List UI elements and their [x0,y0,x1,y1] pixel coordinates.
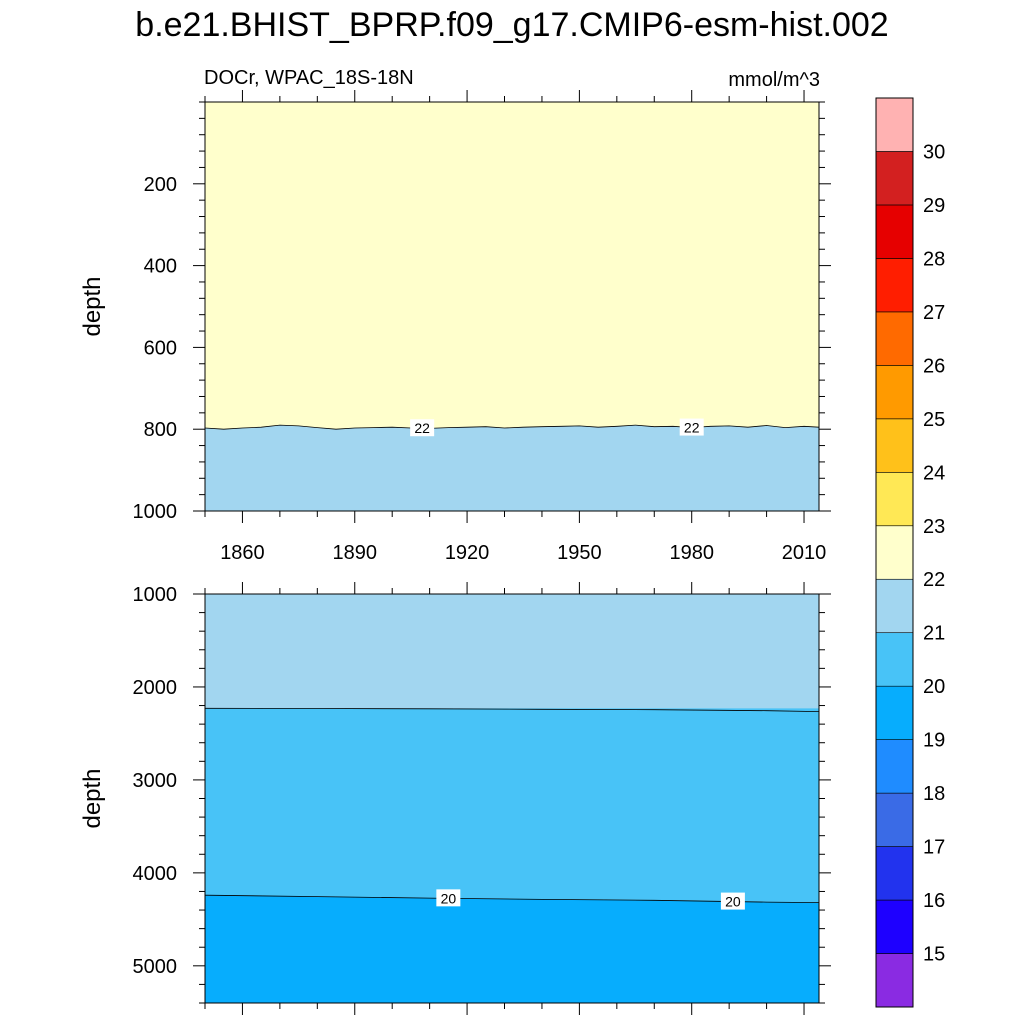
colorbar-label: 30 [923,141,945,163]
y-tick-label: 800 [144,419,177,441]
colorbar-swatch [875,792,914,847]
colorbar-label: 17 [923,837,945,859]
contour-label-20: 20 [441,890,457,906]
colorbar-label: 15 [923,944,945,966]
colorbar-swatch [875,953,914,1008]
colorbar-swatch [875,739,914,794]
colorbar-label: 22 [923,569,945,591]
colorbar-label: 20 [923,676,945,698]
contour-label-box [436,889,461,907]
y-tick-label: 3000 [133,770,178,792]
y-tick-label: 5000 [133,956,178,978]
x-tick-label: 1860 [220,542,265,564]
contour-label-22: 22 [684,420,700,436]
contour-label-box [679,418,704,436]
chart-title: b.e21.BHIST_BPRP.f09_g17.CMIP6-esm-hist.… [135,6,888,44]
colorbar-swatch [875,311,914,366]
colorbar-swatch [875,685,914,740]
colorbar-label: 25 [923,409,945,431]
colorbar-label: 21 [923,623,945,645]
colorbar-swatch [875,578,914,634]
colorbar-swatch [875,365,914,420]
plot-area [205,102,819,511]
colorbar-label: 28 [923,248,945,270]
region-fill-20-21 [205,708,819,903]
contour-label-20: 20 [725,894,741,910]
contour-line-20 [205,894,819,903]
colorbar-label: 23 [923,516,945,538]
y-axis-label: depth [79,768,106,828]
plot-area [205,594,819,1003]
variable-region-label: DOCr, WPAC_18S-18N [204,67,414,89]
colorbar-label: 27 [923,302,945,324]
units-label: mmol/m^3 [728,69,820,91]
contour-line-21 [205,707,819,712]
colorbar-label: 19 [923,730,945,752]
colorbar-swatch [875,204,914,259]
y-tick-label: 1000 [133,501,178,523]
colorbar-frame [875,97,914,1008]
x-tick-label: 1920 [445,542,490,564]
y-tick-label: 4000 [133,863,178,885]
y-tick-label: 2000 [133,677,178,699]
y-tick-label: 1000 [133,584,178,606]
colorbar: 15 16 17 18 19 20 21 22 23 24 25 26 27 28 29 30 [875,97,945,1008]
colorbar-label: 29 [923,195,945,217]
y-tick-label: 200 [144,174,177,196]
colorbar-label: 18 [923,783,945,805]
colorbar-swatch [875,899,914,954]
region-fill-22-23 [205,102,819,430]
colorbar-swatch [875,846,914,901]
colorbar-label: 26 [923,355,945,377]
contour-label-box [410,419,435,437]
lower-panel: 20 20 1000 2000 3000 4000 5000 depth [79,582,831,1015]
colorbar-swatch [875,471,914,527]
x-tick-label: 1890 [333,542,378,564]
contour-line-22 [205,424,819,430]
colorbar-swatch [875,418,914,473]
upper-panel: 22 22 200 400 600 800 1000 1860 1890 1920 1950 1980… [79,90,831,564]
x-tick-label: 1980 [669,542,714,564]
x-tick-label: 1950 [557,542,602,564]
colorbar-swatch [875,151,914,206]
contour-label-22: 22 [414,420,430,436]
colorbar-label: 24 [923,462,945,484]
colorbar-swatch [875,525,914,580]
contour-label-box [720,892,745,910]
colorbar-swatch [875,258,914,313]
colorbar-label: 16 [923,890,945,912]
y-tick-label: 400 [144,256,177,278]
region-fill-21-22 [205,594,819,712]
colorbar-swatch [875,632,914,687]
plot-frame [204,101,820,512]
x-tick-label: 2010 [782,542,827,564]
colorbar-swatch [875,97,914,152]
y-tick-label: 600 [144,337,177,359]
y-axis-label: depth [79,276,106,336]
